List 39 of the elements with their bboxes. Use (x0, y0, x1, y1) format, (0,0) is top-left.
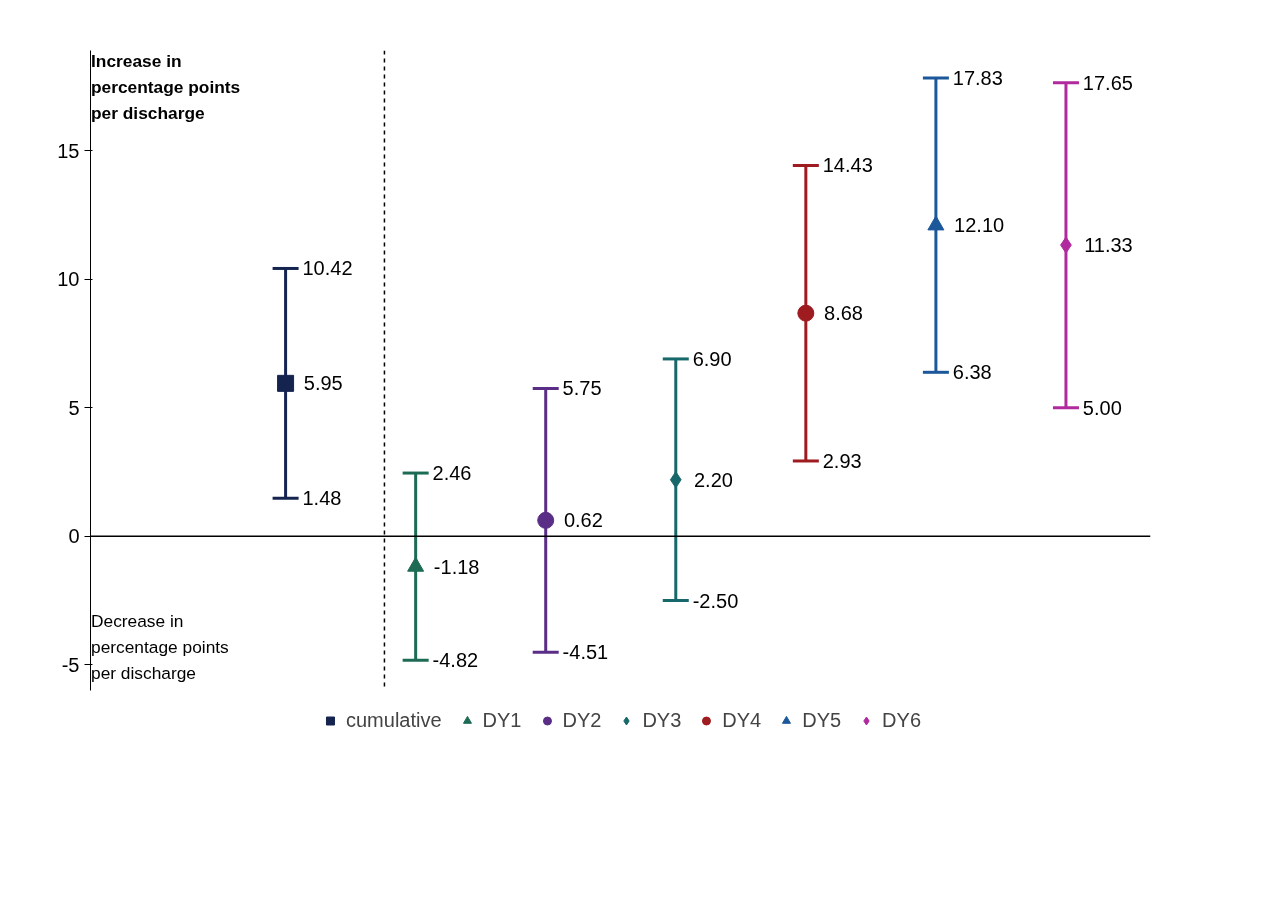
y-tick-label: 10 (57, 268, 80, 291)
data-label: 2.20 (693, 468, 733, 491)
legend-label: cumulative (345, 708, 442, 732)
point (537, 511, 555, 529)
legend-label: DY5 (802, 708, 842, 732)
legend-label: DY2 (562, 708, 602, 732)
annotation: -4.82 (432, 649, 479, 672)
data-label: 12.10 (954, 214, 1005, 237)
y-tick-label: 0 (68, 525, 80, 548)
point (277, 374, 295, 392)
annotation: 5.00 (1082, 396, 1122, 419)
legend-label: DY1 (482, 708, 522, 732)
data-label: 0.62 (563, 509, 603, 532)
point (797, 304, 815, 322)
annotation: Increase in percentage points per discharge (91, 50, 241, 123)
annotation: 17.83 (952, 67, 1003, 89)
annotation: Decrease in percentage points per discharge (91, 610, 230, 683)
annotation: 2.46 (432, 462, 472, 485)
data-label: 5.95 (303, 372, 343, 395)
annotation: 6.38 (952, 361, 992, 384)
legend-label: DY6 (882, 708, 922, 732)
annotation: 6.90 (692, 347, 732, 370)
annotation: 17.65 (1082, 71, 1133, 94)
annotation: 1.48 (302, 487, 342, 510)
annotation: 14.43 (822, 154, 873, 177)
data-label: -1.18 (433, 555, 480, 578)
point (669, 471, 682, 489)
annotation: 2.93 (822, 449, 862, 472)
annotation: -4.51 (562, 641, 609, 664)
data-label: 8.68 (824, 302, 863, 325)
y-tick-label: 15 (57, 139, 80, 162)
y-tick-label: 5 (68, 396, 80, 419)
annotation: 10.42 (302, 257, 353, 280)
annotation: -2.50 (692, 589, 739, 612)
annotation: 5.75 (562, 377, 602, 400)
legend-label: DY3 (642, 708, 682, 732)
y-tick-label: -5 (61, 653, 80, 676)
data-label: 11.33 (1084, 234, 1133, 257)
legend-label: DY4 (722, 708, 762, 732)
